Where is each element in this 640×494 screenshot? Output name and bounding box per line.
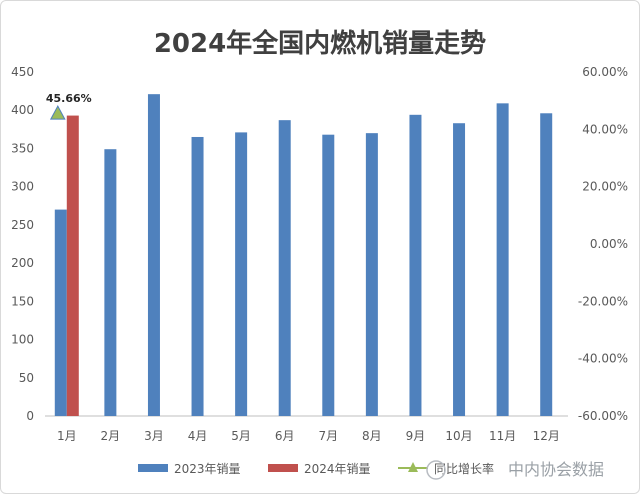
bar <box>54 209 67 416</box>
x-tick-label: 11月 <box>489 429 516 443</box>
legend-swatch <box>268 464 298 472</box>
y-right-tick-label: 20.00% <box>582 180 628 194</box>
bar <box>453 123 466 417</box>
x-tick-label: 8月 <box>362 429 382 443</box>
legend-label: 同比增长率 <box>434 461 494 476</box>
y-left-tick-label: 50 <box>19 371 34 385</box>
watermark: 中内协会数据 <box>426 460 604 480</box>
y-left-tick-label: 250 <box>11 218 34 232</box>
bar <box>104 149 117 416</box>
y-left-tick-label: 150 <box>11 294 34 308</box>
x-tick-label: 12月 <box>533 429 560 443</box>
chart-title: 2024年全国内燃机销量走势 <box>154 28 486 59</box>
y-left-tick-label: 0 <box>26 409 34 423</box>
y-left-tick-label: 400 <box>11 103 34 117</box>
axes: 0 50 100 150 200 250 300 350 400 450 -60.00% -40.00… <box>11 65 628 443</box>
y-right-tick-label: 40.00% <box>582 122 628 136</box>
x-tick-label: 2月 <box>101 429 121 443</box>
y-left-tick-label: 450 <box>11 65 34 79</box>
y-right-tick-label: 0.00% <box>590 237 628 251</box>
bar <box>66 115 79 416</box>
x-tick-label: 3月 <box>144 429 164 443</box>
y-right-tick-label: -20.00% <box>578 294 628 308</box>
x-tick-label: 7月 <box>318 429 338 443</box>
legend-label: 2024年销量 <box>304 462 371 476</box>
y-right-tick-label: -40.00% <box>578 352 628 366</box>
x-tick-label: 4月 <box>188 429 208 443</box>
y-right-tick-label: 60.00% <box>582 65 628 79</box>
legend: 2023年销量 2024年销量 同比增长率 <box>138 461 494 476</box>
y-left-tick-label: 200 <box>11 256 34 270</box>
bar <box>496 103 509 416</box>
watermark-text: 中内协会数据 <box>508 460 604 479</box>
y-left-tick-label: 100 <box>11 333 34 347</box>
watermark-logo-icon <box>426 460 446 480</box>
bar <box>235 132 248 416</box>
x-tick-label: 6月 <box>275 429 295 443</box>
y-right-tick-label: -60.00% <box>578 409 628 423</box>
bar <box>191 136 204 416</box>
legend-swatch <box>138 464 168 472</box>
bar <box>322 134 335 416</box>
x-tick-label: 1月 <box>57 429 77 443</box>
data-label: 45.66% <box>46 92 92 105</box>
y-left-tick-label: 300 <box>11 180 34 194</box>
bar <box>409 114 422 416</box>
bar <box>278 120 291 416</box>
y-left-tick-label: 350 <box>11 141 34 155</box>
x-tick-label: 10月 <box>445 429 472 443</box>
bar <box>147 94 160 417</box>
legend-marker <box>408 462 418 472</box>
x-tick-label: 5月 <box>231 429 251 443</box>
bar <box>365 133 378 416</box>
bar <box>540 113 553 416</box>
bars <box>54 94 553 417</box>
legend-label: 2023年销量 <box>174 462 241 476</box>
line-markers: 45.66% <box>46 92 92 120</box>
x-tick-label: 9月 <box>406 429 426 443</box>
line-marker <box>49 105 66 120</box>
